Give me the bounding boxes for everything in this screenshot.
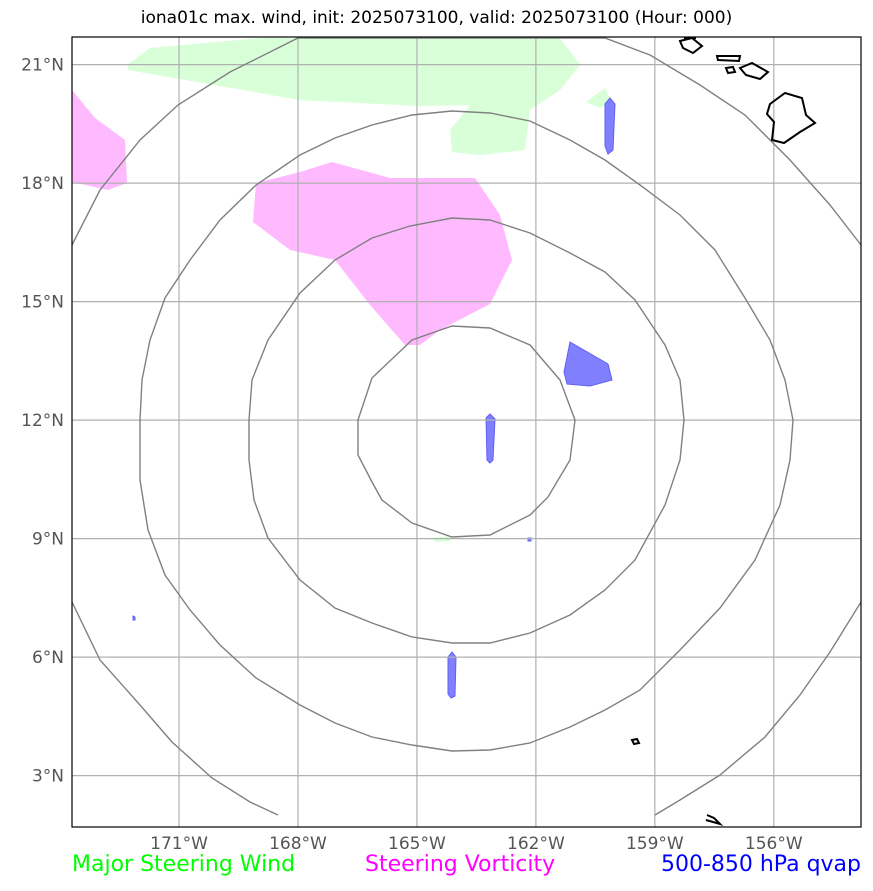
- range-ring-1: [357, 325, 576, 538]
- lat-tick-label: 3°N: [32, 767, 64, 787]
- legend-steering-vorticity: Steering Vorticity: [365, 852, 556, 877]
- range-ring-4: [71, 37, 862, 246]
- lat-tick-label: 9°N: [32, 530, 64, 550]
- lon-tick-labels: 171°W 168°W 165°W 162°W 159°W 156°W: [150, 834, 803, 854]
- range-ring-4-lower-left: [71, 601, 279, 816]
- range-ring-4-lower-right: [654, 601, 862, 816]
- lat-tick-label: 15°N: [21, 293, 64, 313]
- lon-tick-label: 162°W: [507, 834, 565, 854]
- lat-tick-labels: 3°N 6°N 9°N 12°N 15°N 18°N 21°N: [21, 56, 64, 787]
- qvap-field: [132, 97, 616, 699]
- steering-vorticity-field: [72, 90, 512, 345]
- range-ring-3: [139, 110, 794, 752]
- range-ring-2: [248, 217, 685, 644]
- island-atoll-a: [630, 737, 641, 746]
- map-frame: [71, 36, 862, 828]
- island-oahu: [678, 36, 704, 55]
- island-atoll-b: [705, 814, 724, 827]
- lat-tick-label: 6°N: [32, 648, 64, 668]
- coastlines: [630, 36, 817, 827]
- lon-tick-label: 165°W: [388, 834, 446, 854]
- island-molokai: [715, 55, 742, 63]
- legend-major-steering-wind: Major Steering Wind: [72, 852, 296, 877]
- legend-qvap: 500-850 hPa qvap: [660, 852, 861, 877]
- lon-tick-label: 171°W: [150, 834, 208, 854]
- lon-tick-label: 168°W: [269, 834, 327, 854]
- range-rings: [71, 37, 862, 816]
- lat-tick-label: 18°N: [21, 174, 64, 194]
- gridlines: [72, 37, 861, 827]
- lat-tick-label: 21°N: [21, 56, 64, 76]
- island-lanai: [724, 65, 737, 75]
- lat-tick-label: 12°N: [21, 411, 64, 431]
- lon-tick-label: 156°W: [745, 834, 803, 854]
- island-big-island: [765, 91, 817, 145]
- map-title: iona01c max. wind, init: 2025073100, val…: [140, 8, 733, 28]
- island-maui: [738, 61, 770, 81]
- lon-tick-label: 159°W: [626, 834, 684, 854]
